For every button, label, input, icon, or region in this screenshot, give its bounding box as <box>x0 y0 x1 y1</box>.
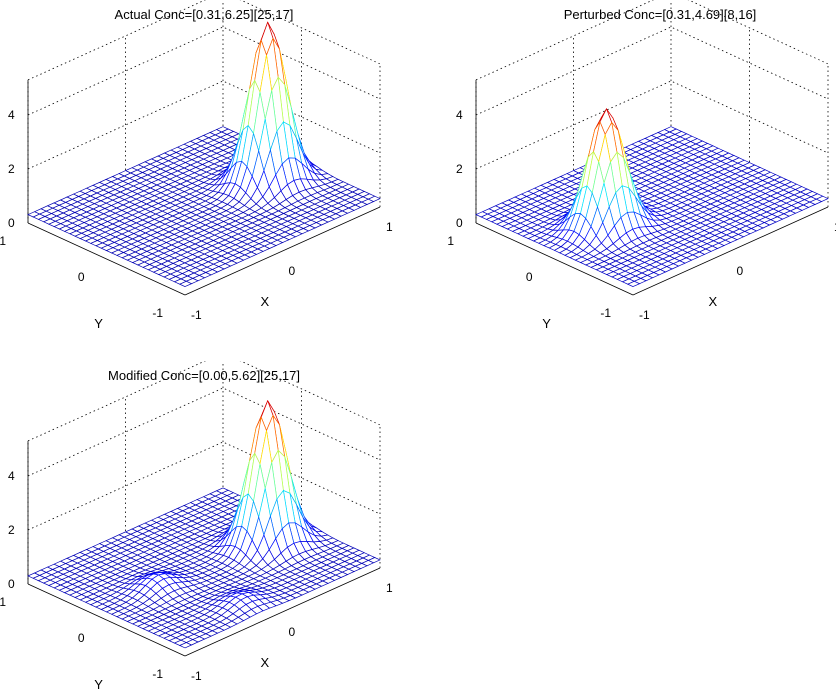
x-axis-label: X <box>261 294 270 309</box>
z-tick-label: 2 <box>8 523 15 537</box>
z-tick-label: 4 <box>8 469 15 483</box>
tick-labels: 024-101-101 <box>448 108 836 322</box>
z-gridline <box>27 26 381 116</box>
x-tick-label: 0 <box>737 264 744 278</box>
y-tick-label: 0 <box>78 270 85 284</box>
surface-mesh <box>27 399 381 649</box>
z-gridline <box>475 26 829 116</box>
x-tick-label: 1 <box>834 220 836 234</box>
surface-mesh <box>27 21 381 287</box>
box-edge <box>27 361 207 442</box>
y-tick-label: 1 <box>0 234 6 248</box>
y-tick-label: -1 <box>152 306 163 320</box>
x-tick-label: -1 <box>639 308 650 322</box>
x-axis-label: X <box>261 655 270 670</box>
x-tick-label: -1 <box>191 669 202 683</box>
y-axis-line <box>475 222 634 296</box>
y-axis-line <box>27 583 186 657</box>
plot-1-title: Actual Conc=[0.31,6.25][25,17] <box>114 7 294 22</box>
x-axis-line <box>184 567 381 657</box>
x-tick-label: 1 <box>386 581 393 595</box>
box-edge <box>239 0 381 65</box>
mesh-cell <box>178 642 193 649</box>
y-axis-label: Y <box>542 316 551 331</box>
y-axis-label: Y <box>94 316 103 331</box>
x-tick-label: 0 <box>289 264 296 278</box>
z-tick-label: 2 <box>456 162 463 176</box>
z-tick-label: 0 <box>8 577 15 591</box>
x-tick-label: -1 <box>191 308 202 322</box>
y-tick-label: 1 <box>0 595 6 609</box>
axis-lines <box>27 79 381 296</box>
box-edge <box>475 0 655 81</box>
mesh-cell <box>626 280 641 287</box>
axis-lines <box>27 440 381 657</box>
y-tick-label: 0 <box>526 270 533 284</box>
surface-mesh <box>475 108 829 287</box>
z-gridline <box>27 441 381 531</box>
x-tick-label: 1 <box>386 220 393 234</box>
box-edge <box>239 361 381 426</box>
z-tick-label: 0 <box>456 216 463 230</box>
z-tick-label: 0 <box>8 216 15 230</box>
y-tick-label: -1 <box>152 667 163 681</box>
mesh-cell <box>178 280 193 287</box>
z-tick-label: 4 <box>456 108 463 122</box>
z-tick-label: 4 <box>8 108 15 122</box>
x-axis-line <box>632 206 829 296</box>
axis-lines <box>475 79 829 296</box>
y-axis-line <box>27 222 186 296</box>
tick-labels: 024-101-101 <box>0 469 393 683</box>
x-axis-label: X <box>709 294 718 309</box>
x-tick-label: 0 <box>289 625 296 639</box>
y-axis-label: Y <box>94 677 103 691</box>
x-axis-line <box>184 206 381 296</box>
z-tick-label: 2 <box>8 162 15 176</box>
z-gridline <box>27 80 381 170</box>
box-edge <box>27 0 207 81</box>
z-gridline <box>475 80 829 170</box>
tick-labels: 024-101-101 <box>0 108 393 322</box>
y-tick-label: -1 <box>600 306 611 320</box>
y-tick-label: 0 <box>78 631 85 645</box>
y-tick-label: 1 <box>448 234 454 248</box>
plot-3-title: Modified Conc=[0.00,5.62][25,17] <box>108 368 300 383</box>
box-edge <box>687 0 829 65</box>
z-gridline <box>27 387 381 477</box>
